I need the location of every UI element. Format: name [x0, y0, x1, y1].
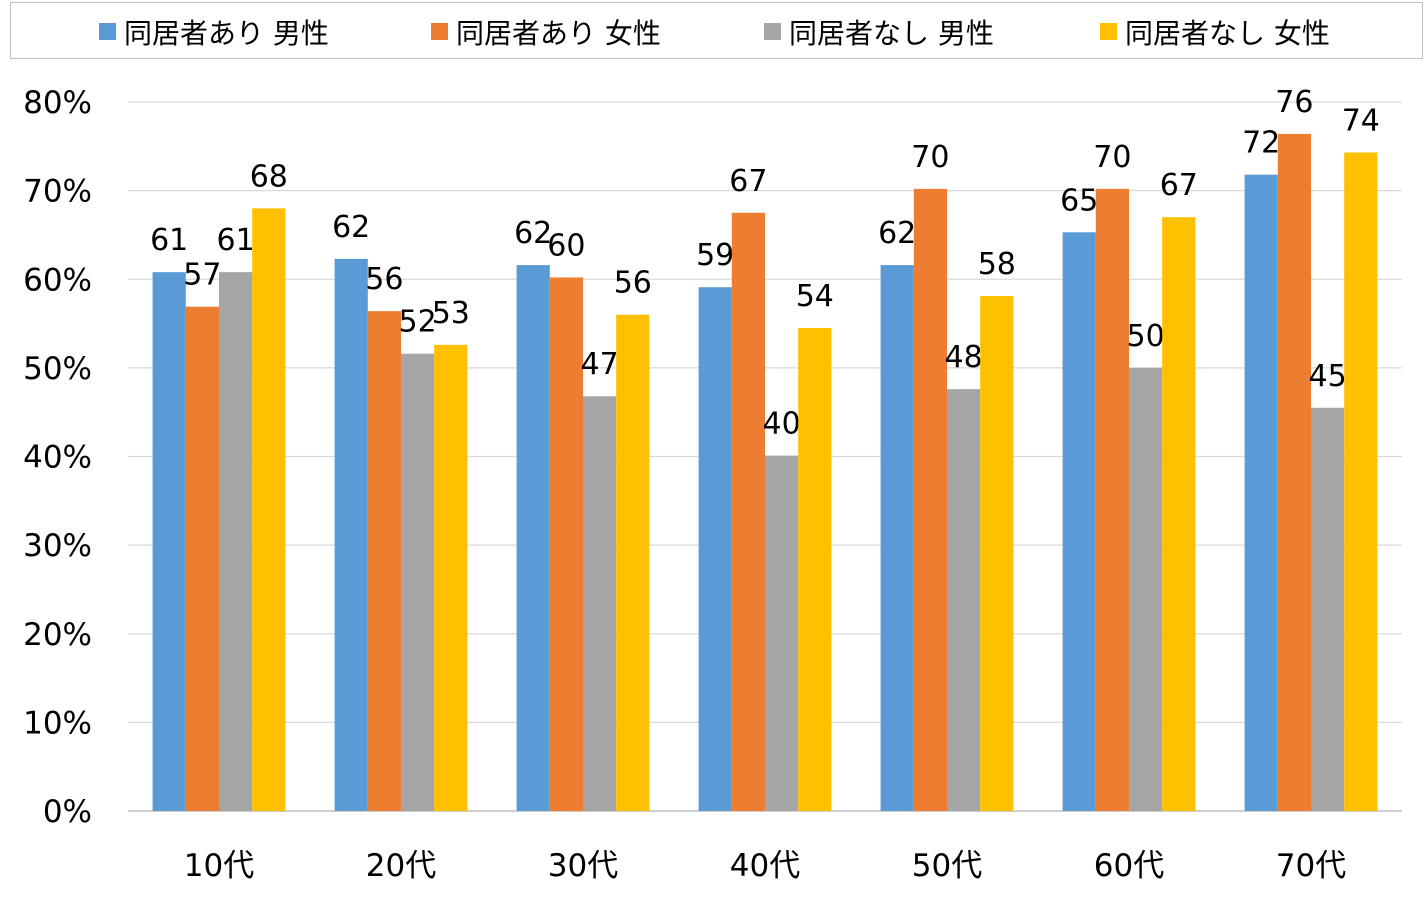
legend-label: 同居者なし 女性 — [1125, 16, 1330, 50]
bar — [434, 344, 468, 811]
x-tick-label: 50代 — [912, 848, 982, 884]
x-tick-label: 70代 — [1276, 848, 1346, 884]
x-tick-label: 60代 — [1094, 848, 1164, 884]
bar — [1244, 174, 1278, 812]
legend-label: 同居者あり 女性 — [456, 16, 661, 50]
data-label: 48 — [945, 340, 983, 375]
bar — [731, 212, 765, 811]
data-label: 70 — [911, 140, 949, 175]
data-label: 56 — [365, 262, 403, 297]
legend-item: 同居者なし 女性 — [1100, 3, 1330, 60]
y-tick-label: 40% — [23, 440, 92, 476]
data-label: 56 — [614, 266, 652, 301]
bar — [1095, 188, 1129, 812]
bar — [947, 389, 981, 811]
data-label: 65 — [1060, 183, 1098, 218]
bar — [334, 258, 368, 812]
bar — [1311, 407, 1345, 811]
bar — [1277, 133, 1311, 811]
data-label: 59 — [696, 238, 734, 273]
data-label: 74 — [1342, 104, 1380, 139]
data-label: 68 — [250, 159, 288, 194]
bar — [980, 296, 1014, 811]
bar — [616, 314, 650, 811]
bar — [765, 455, 799, 811]
data-label: 62 — [332, 210, 370, 245]
bar — [698, 287, 732, 811]
data-label: 53 — [432, 296, 470, 331]
legend-item: 同居者なし 男性 — [764, 3, 994, 60]
y-tick-label: 80% — [23, 85, 92, 121]
legend-item: 同居者あり 女性 — [431, 3, 661, 60]
bar — [367, 311, 401, 811]
y-tick-label: 10% — [23, 705, 92, 741]
data-label: 61 — [150, 223, 188, 258]
data-label: 70 — [1093, 140, 1131, 175]
bar — [880, 265, 914, 811]
data-label: 52 — [399, 305, 437, 340]
bar — [219, 272, 253, 811]
y-tick-label: 30% — [23, 528, 92, 564]
data-label: 40 — [763, 407, 801, 442]
bar — [252, 208, 286, 812]
x-tick-label: 30代 — [548, 848, 618, 884]
data-label: 54 — [796, 279, 834, 314]
bar — [185, 306, 219, 811]
x-tick-label: 10代 — [184, 848, 254, 884]
y-tick-label: 50% — [23, 351, 92, 387]
legend: 同居者あり 男性 同居者あり 女性 同居者なし 男性 同居者なし 女性 — [10, 2, 1423, 59]
legend-swatch — [1100, 23, 1117, 40]
legend-label: 同居者あり 男性 — [124, 16, 329, 50]
bar — [1162, 217, 1196, 811]
bar — [583, 396, 617, 811]
y-tick-label: 0% — [43, 794, 92, 830]
data-label: 58 — [978, 247, 1016, 282]
bar — [1129, 367, 1163, 811]
bar — [1062, 232, 1096, 811]
y-tick-label: 20% — [23, 617, 92, 653]
data-label: 72 — [1242, 126, 1280, 161]
data-label: 45 — [1309, 359, 1347, 394]
data-label: 61 — [217, 223, 255, 258]
x-tick-label: 20代 — [366, 848, 436, 884]
bar — [516, 265, 550, 811]
x-tick-label: 40代 — [730, 848, 800, 884]
data-label: 62 — [878, 216, 916, 251]
bar — [152, 272, 186, 811]
legend-swatch — [764, 23, 781, 40]
data-label: 67 — [729, 164, 767, 199]
data-label: 62 — [514, 216, 552, 251]
legend-swatch — [99, 23, 116, 40]
data-label: 47 — [581, 347, 619, 382]
y-tick-label: 70% — [23, 174, 92, 210]
data-label: 57 — [183, 258, 221, 293]
data-label: 76 — [1275, 85, 1313, 120]
data-label: 50 — [1127, 319, 1165, 354]
bar — [913, 188, 947, 812]
data-label: 67 — [1160, 168, 1198, 203]
bar — [401, 353, 435, 811]
legend-label: 同居者なし 男性 — [789, 16, 994, 50]
bar — [798, 327, 832, 811]
bar — [1344, 152, 1378, 812]
y-tick-label: 60% — [23, 262, 92, 298]
data-label: 60 — [547, 228, 585, 263]
legend-swatch — [431, 23, 448, 40]
legend-item: 同居者あり 男性 — [99, 3, 329, 60]
bar — [549, 277, 583, 811]
